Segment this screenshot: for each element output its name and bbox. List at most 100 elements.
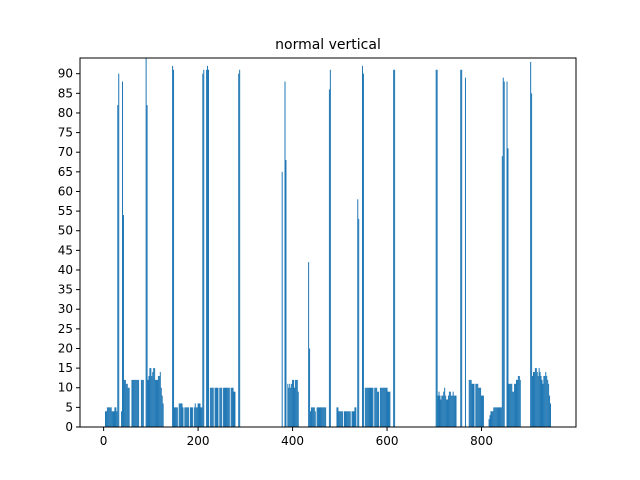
bar-108 [233, 391, 235, 427]
bar-48 [157, 375, 159, 427]
bar-139 [320, 407, 322, 427]
bar-71 [190, 407, 192, 427]
bar-76 [196, 407, 198, 427]
y-tick-label: 65 [58, 165, 73, 179]
bar-178 [372, 387, 374, 427]
chart-title: normal vertical [275, 37, 381, 53]
bar-115 [287, 383, 289, 427]
bar-129 [310, 411, 312, 427]
y-tick-label: 5 [65, 400, 73, 414]
bar-51 [160, 387, 162, 427]
bar-219 [460, 69, 462, 427]
bar-133 [313, 407, 315, 427]
bar-146 [329, 69, 331, 427]
bar-183 [378, 391, 380, 427]
bar-167 [358, 218, 360, 427]
bar-259 [511, 383, 513, 427]
bar-232 [479, 387, 481, 427]
bar-182 [377, 391, 379, 427]
bar-264 [515, 379, 517, 427]
bar-128 [309, 348, 311, 427]
bar-274 [534, 368, 536, 427]
bar-2 [106, 407, 108, 427]
bar-120 [292, 379, 294, 427]
bar-18 [123, 379, 125, 427]
bar-40 [150, 368, 152, 427]
bar-234 [481, 395, 483, 427]
bar-34 [142, 379, 144, 427]
bar-249 [499, 407, 501, 427]
bar-0 [105, 411, 107, 427]
bar-282 [542, 383, 544, 427]
bar-220 [461, 69, 463, 427]
bar-213 [450, 395, 452, 427]
bar-242 [493, 407, 495, 427]
bar-22 [127, 387, 129, 427]
bar-121 [293, 379, 295, 427]
bar-153 [342, 411, 344, 427]
bar-281 [541, 379, 543, 427]
bar-30 [137, 379, 139, 427]
bar-32 [140, 379, 142, 427]
bar-85 [207, 65, 209, 427]
bar-199 [437, 395, 439, 427]
bar-3 [107, 407, 109, 427]
bar-269 [530, 61, 532, 428]
bar-208 [446, 399, 448, 427]
bar-98 [223, 387, 225, 427]
bar-240 [491, 411, 493, 427]
bar-230 [477, 383, 479, 427]
bar-258 [510, 383, 512, 427]
bar-179 [374, 387, 376, 427]
bar-239 [490, 411, 492, 427]
bar-158 [347, 411, 349, 427]
bar-24 [131, 379, 133, 427]
bar-142 [323, 407, 325, 427]
bar-255 [507, 148, 509, 428]
bar-140 [321, 407, 323, 427]
bar-231 [478, 387, 480, 427]
bar-109 [234, 391, 236, 427]
bar-23 [128, 387, 130, 427]
bar-75 [195, 407, 197, 427]
bar-238 [489, 415, 491, 427]
bar-94 [217, 387, 219, 427]
bar-283 [543, 375, 545, 427]
bar-170 [364, 387, 366, 427]
y-tick-label: 20 [58, 341, 73, 355]
y-tick-label: 45 [58, 243, 73, 257]
y-tick-label: 25 [58, 322, 73, 336]
bar-288 [548, 383, 550, 427]
bar-90 [212, 387, 214, 427]
bar-59 [176, 407, 178, 427]
bar-62 [180, 403, 182, 427]
bar-68 [187, 407, 189, 427]
bar-290 [549, 403, 551, 427]
bar-77 [197, 403, 199, 427]
bar-262 [514, 383, 516, 427]
bar-61 [179, 403, 181, 427]
bar-67 [186, 407, 188, 427]
x-tick-label: 0 [100, 434, 108, 448]
bar-69 [188, 407, 190, 427]
y-tick-label: 60 [58, 184, 73, 198]
bar-266 [517, 375, 519, 427]
y-tick-label: 55 [58, 204, 73, 218]
y-tick-label: 40 [58, 263, 73, 277]
bar-50 [159, 372, 161, 427]
bar-151 [340, 411, 342, 427]
bar-127 [308, 262, 310, 427]
bar-79 [199, 403, 201, 427]
bar-107 [232, 387, 234, 427]
bar-88 [210, 387, 212, 427]
bar-44 [154, 368, 156, 427]
bar-279 [539, 372, 541, 427]
bar-161 [351, 411, 353, 427]
bar-270 [531, 93, 533, 427]
bar-175 [369, 387, 371, 427]
bar-124 [295, 379, 297, 427]
bar-114 [285, 160, 287, 427]
bar-173 [367, 387, 369, 427]
bar-52 [161, 395, 163, 427]
